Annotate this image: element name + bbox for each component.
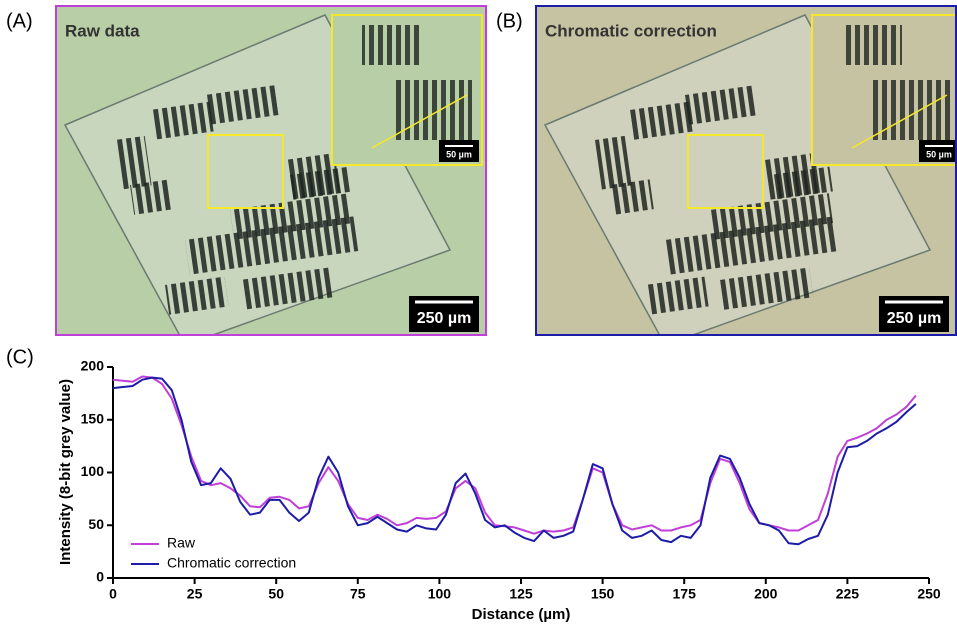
target-bars [130,179,174,214]
photo: 50 µm 250 µm [535,5,957,345]
x-tick-label: 25 [187,586,203,602]
x-tick-label: 250 [917,586,941,602]
y-tick-label: 200 [81,358,105,374]
x-axis-label: Distance (µm) [472,606,571,623]
scale-label: 250 µm [417,310,472,327]
photos: 50 µm 250 µm 50 µm 250 µm [55,5,957,345]
x-tick-label: 125 [509,586,533,602]
x-tick-label: 175 [673,586,697,602]
inset-scale-label: 50 µm [446,149,472,159]
panel-label: (A) [6,10,33,32]
panel-title: Raw data [65,21,140,40]
legend-label: Chromatic correction [167,555,296,571]
x-tick-label: 0 [109,586,117,602]
figure: 50 µm 250 µm 50 µm 250 µm (A) (B) (C) Raw d… [0,0,957,636]
inset-scale-label: 50 µm [926,149,952,159]
photo: 50 µm 250 µm [55,5,487,345]
line-series [113,378,916,545]
panel-label: (C) [6,346,34,368]
legend-label: Raw [167,535,196,551]
y-tick-label: 50 [88,516,104,532]
x-tick-label: 50 [268,586,284,602]
x-tick-label: 225 [836,586,860,602]
line-series [113,377,916,534]
panel-label: (B) [496,10,523,32]
y-tick-label: 100 [81,463,105,479]
y-tick-label: 150 [81,410,105,426]
inset-bars [362,25,422,65]
x-tick-label: 75 [350,586,366,602]
y-tick-label: 0 [96,569,104,585]
panel-title: Chromatic correction [545,21,717,40]
x-tick-label: 150 [591,586,615,602]
x-tick-label: 200 [754,586,778,602]
target-bars [610,179,654,214]
y-axis-label: Intensity (8-bit grey value) [57,379,74,565]
inset-bars [842,25,902,65]
scale-label: 250 µm [887,310,942,327]
x-tick-label: 100 [428,586,452,602]
page: {"panels": [ {"label": "(A)", "title": "… [0,0,957,636]
